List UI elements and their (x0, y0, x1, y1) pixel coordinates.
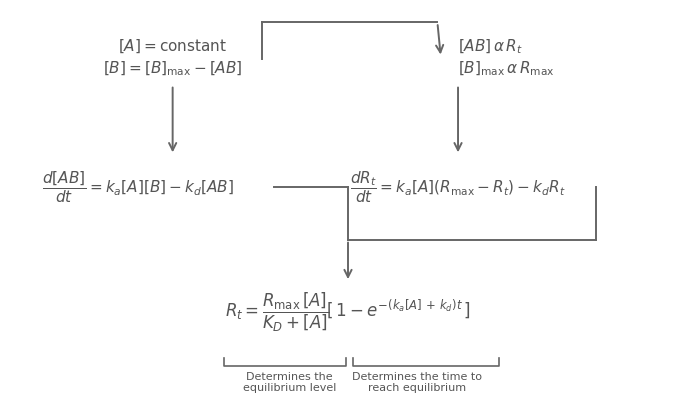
Text: $[A] = \mathrm{constant}$: $[A] = \mathrm{constant}$ (118, 38, 227, 55)
Text: Determines the time to
reach equilibrium: Determines the time to reach equilibrium (351, 372, 482, 393)
Text: $\dfrac{dR_t}{dt} = k_a[A](R_{\mathrm{max}} - R_t) - k_dR_t$: $\dfrac{dR_t}{dt} = k_a[A](R_{\mathrm{ma… (350, 170, 566, 205)
Text: $\dfrac{d[AB]}{dt} = k_a[A][B] - k_d[AB]$: $\dfrac{d[AB]}{dt} = k_a[A][B] - k_d[AB]… (42, 169, 235, 205)
Text: Determines the
equilibrium level: Determines the equilibrium level (243, 372, 336, 393)
Text: $[B] = [B]_{\mathrm{max}} - [AB]$: $[B] = [B]_{\mathrm{max}} - [AB]$ (103, 60, 242, 78)
Text: $[B]_{\mathrm{max}}\,\alpha\,R_{\mathrm{max}}$: $[B]_{\mathrm{max}}\,\alpha\,R_{\mathrm{… (458, 60, 555, 78)
Text: $[AB]\,\alpha\,R_t$: $[AB]\,\alpha\,R_t$ (458, 37, 523, 55)
Text: $R_t = \dfrac{R_{\mathrm{max}}\,[A]}{K_D + [A]}\!\left[\,1 - e^{-(k_a[A]\,+\,k_d: $R_t = \dfrac{R_{\mathrm{max}}\,[A]}{K_D… (225, 291, 471, 334)
